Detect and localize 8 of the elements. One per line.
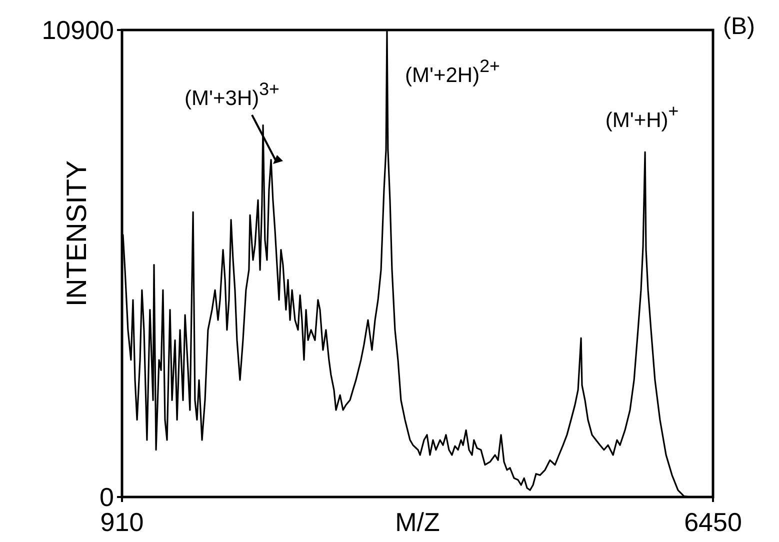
text: (B) <box>723 13 755 40</box>
annotation: (M'+3H)$^{3+}$ <box>184 78 280 110</box>
annotation: (M'+H)$^{+}$ <box>605 101 679 132</box>
annotation: (M'+2H)$^{2+}$ <box>404 56 500 87</box>
x-axis-title: M/Z <box>395 507 440 537</box>
y-axis-title: INTENSITY <box>61 160 92 307</box>
y-tick-label: 10900 <box>42 15 114 46</box>
x-tick-label: 6450 <box>684 507 742 537</box>
